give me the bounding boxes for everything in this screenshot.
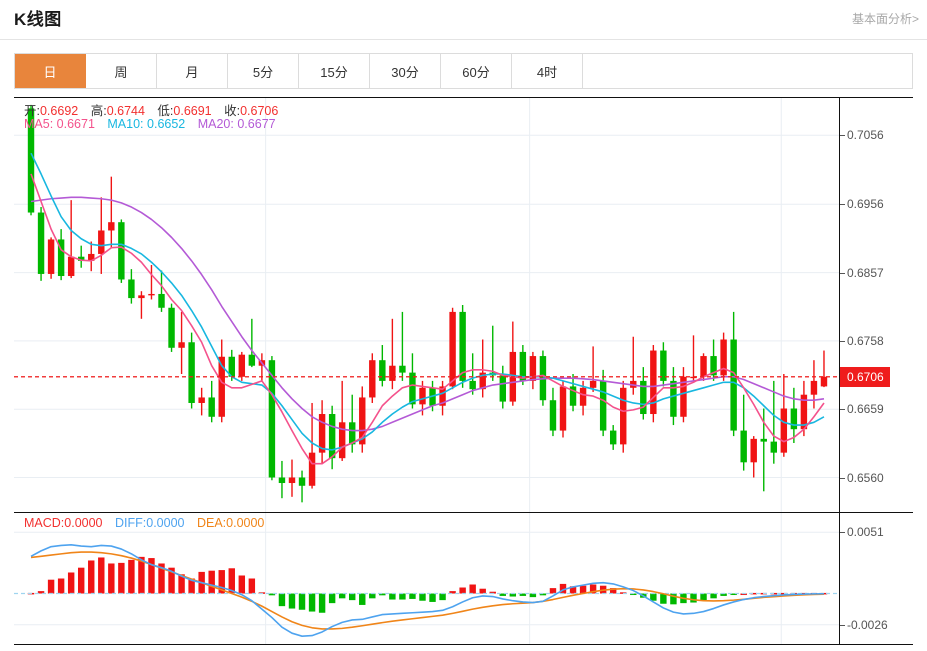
tab-7[interactable]: 4时 (512, 54, 583, 88)
ma5-value: 0.6671 (56, 117, 95, 131)
tab-3[interactable]: 5分 (228, 54, 299, 88)
macd-panel: MACD:0.0000 DIFF:0.0000 DEA:0.0000 0.005… (14, 513, 913, 645)
macd-axis-label: -0.0026 (847, 617, 888, 632)
price-axis-label: 0.7056 (847, 128, 884, 143)
price-panel: 开:0.6692 高:0.6744 低:0.6691 收:0.6706 MA5:… (14, 97, 913, 513)
tab-1[interactable]: 周 (86, 54, 157, 88)
price-axis-label: 0.6758 (847, 333, 884, 348)
macd-label: MACD: (24, 516, 65, 530)
ma5-label: MA5: (24, 117, 54, 131)
tabbar-filler (583, 54, 912, 88)
page-title: K线图 (14, 10, 62, 29)
diff-value: 0.0000 (146, 516, 185, 530)
tab-2[interactable]: 月 (157, 54, 228, 88)
page-header: K线图 基本面分析> (0, 0, 927, 40)
high-value: 0.6744 (106, 104, 145, 118)
price-axis-tick (840, 340, 845, 342)
dea-value: 0.0000 (226, 516, 265, 530)
ma20-label: MA20: (197, 117, 234, 131)
ma20-value: 0.6677 (237, 117, 276, 131)
last-price-badge: 0.6706 (840, 366, 890, 387)
price-axis-label: 0.6659 (847, 402, 884, 417)
macd-axis-tick (840, 624, 845, 626)
close-label: 收: (224, 104, 241, 118)
low-label: 低: (157, 104, 174, 118)
open-value: 0.6692 (39, 104, 79, 118)
price-plot[interactable]: 开:0.6692 高:0.6744 低:0.6691 收:0.6706 MA5:… (14, 98, 839, 512)
open-label: 开: (24, 104, 40, 118)
macd-value: 0.0000 (64, 516, 103, 530)
timeframe-tabbar: 日周月 5分 15分 30分 60分 4时 (14, 53, 913, 89)
chart-area: 开:0.6692 高:0.6744 低:0.6691 收:0.6706 MA5:… (14, 97, 913, 645)
ohlc-readout: 开:0.6692 高:0.6744 低:0.6691 收:0.6706 (24, 100, 278, 119)
tab-0[interactable]: 日 (15, 54, 86, 88)
high-label: 高: (90, 104, 107, 118)
close-value: 0.6706 (240, 104, 279, 118)
macd-axis-tick (840, 532, 845, 534)
fundamental-analysis-link[interactable]: 基本面分析> (851, 12, 919, 26)
price-axis: 0.7056 0.6956 0.6857 0.6758 0.6706 0.6659 0.65… (839, 98, 913, 512)
diff-label: DIFF: (115, 516, 147, 530)
price-axis-tick (840, 272, 845, 274)
macd-readout: MACD:0.0000 DIFF:0.0000 DEA:0.0000 (24, 516, 264, 530)
price-axis-tick (840, 204, 845, 206)
tab-6[interactable]: 60分 (441, 54, 512, 88)
dea-label: DEA: (196, 516, 227, 530)
price-axis-tick (840, 409, 845, 411)
price-axis-label: 0.6560 (847, 470, 884, 485)
tab-5[interactable]: 30分 (370, 54, 441, 88)
tab-4[interactable]: 15分 (299, 54, 370, 88)
ma10-value: 0.6652 (147, 117, 186, 131)
price-axis-label: 0.6956 (847, 197, 884, 212)
low-value: 0.6691 (173, 104, 212, 118)
macd-axis-label: 0.0051 (847, 525, 884, 540)
ma10-label: MA10: (107, 117, 144, 131)
price-axis-tick (840, 477, 845, 479)
macd-axis: 0.0051 -0.0026 (839, 513, 913, 644)
price-axis-tick (840, 135, 845, 137)
price-axis-label: 0.6857 (847, 265, 884, 280)
macd-plot[interactable]: MACD:0.0000 DIFF:0.0000 DEA:0.0000 (14, 513, 839, 644)
ma-readout: MA5: 0.6671 MA10: 0.6652 MA20: 0.6677 (24, 117, 276, 131)
